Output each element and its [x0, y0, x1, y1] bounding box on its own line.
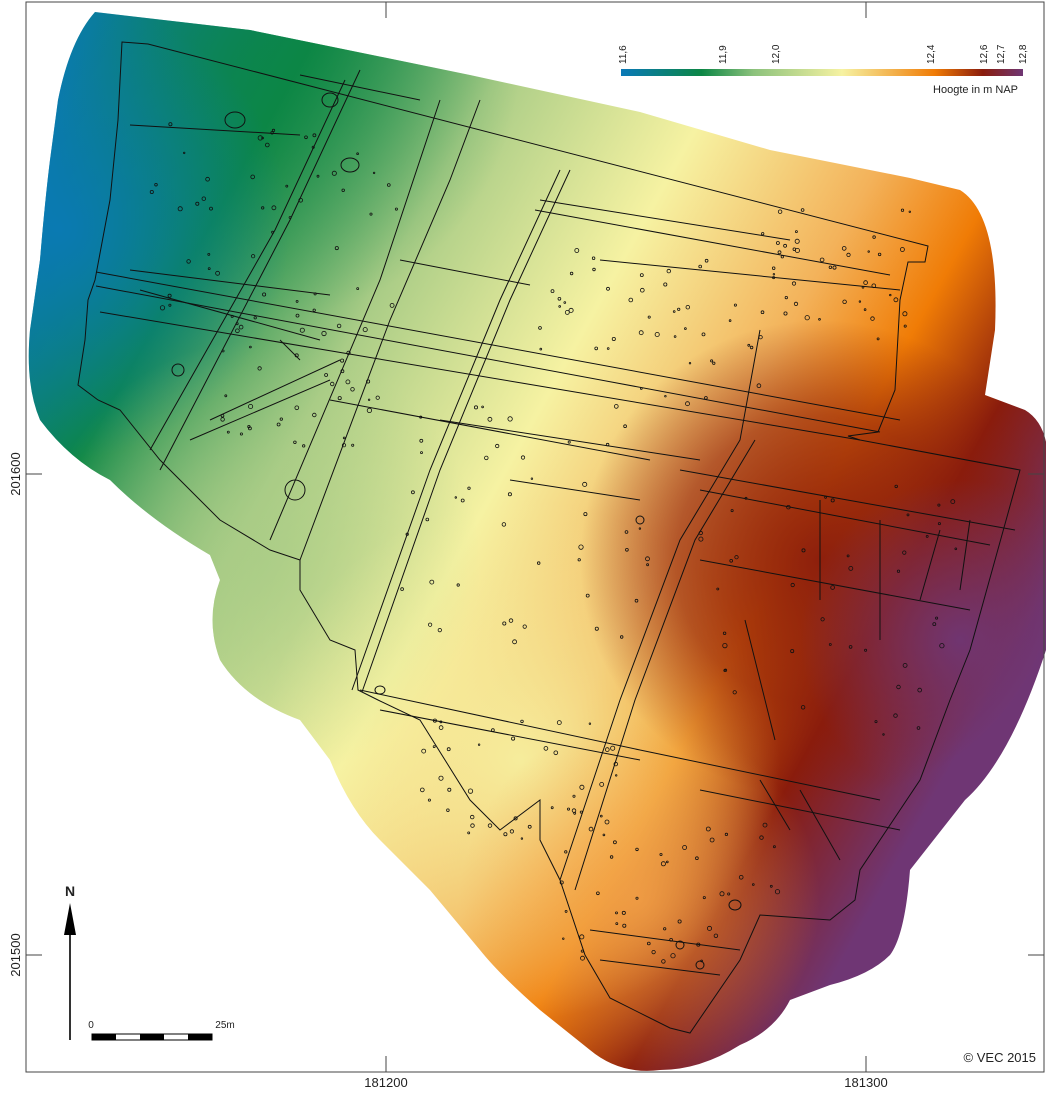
- legend-tick-label: 11,6: [618, 45, 629, 64]
- scale-end-label: 25m: [215, 1020, 234, 1031]
- elevation-legend: 11,6 11,9 12,0 12,4 12,6 12,7 12,8 Hoogte in m…: [618, 44, 1029, 96]
- legend-tick-label: 12,6: [979, 44, 990, 64]
- legend-ticks: 11,6 11,9 12,0 12,4 12,6 12,7 12,8: [618, 44, 1029, 64]
- excavation-outlines: [77, 41, 1021, 1034]
- legend-tick-label: 12,4: [926, 44, 937, 64]
- legend-tick-label: 12,0: [771, 44, 782, 64]
- north-label: N: [65, 883, 75, 899]
- x-label-181200: 181200: [364, 1075, 407, 1090]
- legend-tick-label: 12,8: [1018, 44, 1029, 64]
- legend-color-bar: [621, 69, 1023, 76]
- map-frame: [25, 1, 1045, 1073]
- north-arrow-head-icon: [64, 903, 76, 935]
- legend-title: Hoogte in m NAP: [933, 84, 1018, 96]
- legend-tick-label: 12,7: [996, 44, 1007, 64]
- y-label-201500: 201500: [8, 933, 23, 976]
- legend-tick-label: 11,9: [718, 45, 729, 64]
- scale-start-label: 0: [88, 1020, 94, 1031]
- scale-bar: 0 25m: [88, 1020, 235, 1041]
- posthole-features: [149, 122, 958, 964]
- grid-ticks: [26, 2, 1044, 1072]
- y-label-201600: 201600: [8, 452, 23, 495]
- copyright-notice: © VEC 2015: [964, 1050, 1036, 1065]
- x-label-181300: 181300: [844, 1075, 887, 1090]
- north-arrow: N: [64, 883, 76, 1040]
